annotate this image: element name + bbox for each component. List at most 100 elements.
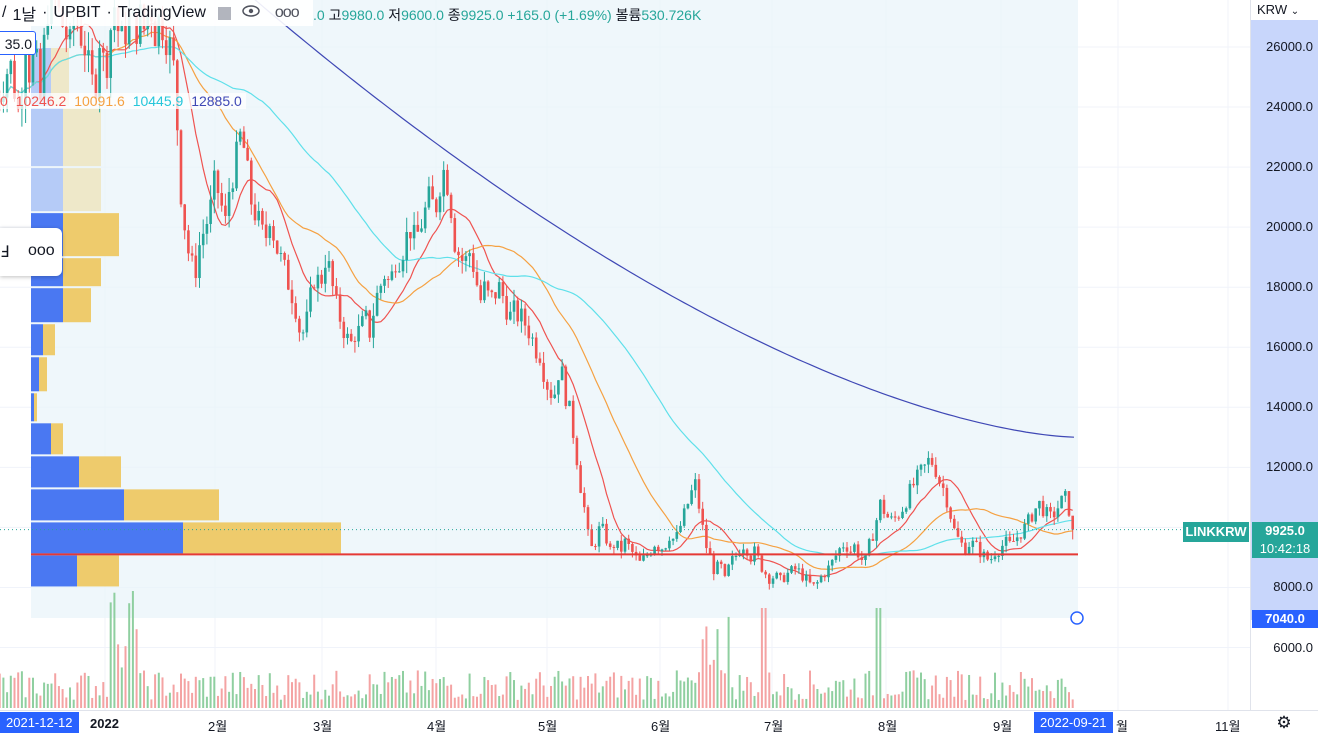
candle-body bbox=[464, 256, 468, 261]
volume-bar bbox=[117, 644, 120, 708]
volume-bar bbox=[760, 608, 763, 708]
candle-body bbox=[671, 538, 675, 541]
volume-bar bbox=[757, 692, 760, 708]
volume-bar bbox=[353, 694, 356, 708]
moving-average-line bbox=[254, 0, 1075, 438]
volume-bar bbox=[339, 691, 342, 708]
volume-bar bbox=[283, 694, 286, 708]
profile-bar bbox=[43, 324, 55, 356]
candle-body bbox=[275, 240, 279, 254]
candle-body bbox=[205, 224, 209, 234]
volume-bar bbox=[146, 686, 149, 708]
candle-body bbox=[627, 538, 630, 544]
candle-body bbox=[227, 192, 231, 216]
volume-bar bbox=[738, 675, 741, 708]
currency-selector[interactable]: KRW ⌄ bbox=[1257, 2, 1300, 17]
candle-body bbox=[35, 48, 38, 53]
candle-body bbox=[897, 517, 901, 519]
time-axis[interactable]: 2021-12-12 2022 2월 3월 4월 5월 6월 7월 8월 9월 … bbox=[0, 710, 1250, 734]
candle-body bbox=[483, 281, 486, 301]
candle-body bbox=[927, 457, 930, 465]
indicator-price-tag[interactable]: 35.0 bbox=[0, 31, 36, 55]
candle-body bbox=[268, 226, 272, 239]
candle-body bbox=[875, 520, 878, 541]
volume-bar bbox=[520, 685, 523, 708]
volume-bar bbox=[472, 696, 475, 708]
volume-bar bbox=[753, 695, 756, 708]
volume-bar bbox=[794, 699, 797, 708]
volume-bar bbox=[376, 684, 379, 708]
candle-body bbox=[583, 492, 586, 508]
volume-bar bbox=[390, 677, 393, 708]
candle-body bbox=[975, 540, 978, 542]
volume-bar bbox=[857, 697, 860, 708]
volume-bar bbox=[842, 680, 845, 708]
price-chart[interactable] bbox=[0, 0, 1250, 710]
volume-bar bbox=[775, 691, 778, 708]
more-icon[interactable]: ooo bbox=[28, 242, 55, 259]
volume-bar bbox=[1049, 691, 1052, 708]
candle-body bbox=[409, 232, 412, 239]
candle-body bbox=[161, 15, 164, 41]
chart-pane[interactable]: / 1날 · UPBIT · TradingView ooo .0 고9980.… bbox=[0, 0, 1250, 710]
volume-bar bbox=[131, 591, 134, 708]
gear-icon[interactable]: ⚙ bbox=[1250, 710, 1318, 734]
volume-bar bbox=[368, 674, 371, 708]
volume-bar bbox=[920, 672, 922, 708]
candle-body bbox=[1049, 507, 1052, 512]
floating-toolbar[interactable]: Ⅎ ooo bbox=[0, 228, 62, 276]
volume-bar bbox=[416, 670, 419, 708]
price-axis[interactable]: 26000.0 24000.0 22000.0 20000.0 18000.0 16000… bbox=[1250, 0, 1318, 710]
volume-bar bbox=[601, 686, 604, 708]
flag-icon[interactable] bbox=[217, 6, 231, 20]
volume-bar bbox=[172, 684, 175, 708]
profile-bar bbox=[183, 522, 341, 554]
volume-bar bbox=[864, 673, 867, 708]
candle-body bbox=[864, 555, 867, 560]
candle-body bbox=[997, 555, 1000, 557]
candle-body bbox=[904, 508, 908, 512]
more-icon[interactable]: ooo bbox=[274, 4, 300, 21]
profile-bar bbox=[31, 288, 63, 323]
volume-bar bbox=[50, 683, 53, 708]
profile-bar bbox=[34, 393, 37, 422]
candle-body bbox=[867, 539, 871, 556]
volume-bar bbox=[431, 678, 434, 708]
volume-bar bbox=[398, 675, 401, 708]
candle-body bbox=[42, 34, 46, 100]
candle-body bbox=[194, 255, 198, 279]
candle-body bbox=[83, 45, 87, 56]
candle-body bbox=[472, 253, 475, 272]
volume-bar bbox=[631, 677, 634, 708]
volume-bar bbox=[35, 693, 38, 708]
candle-body bbox=[612, 546, 616, 548]
volume-bar bbox=[328, 695, 330, 708]
candle-body bbox=[960, 536, 963, 543]
candle-body bbox=[531, 337, 534, 339]
volume-bar bbox=[823, 692, 826, 708]
volume-bar bbox=[953, 696, 956, 708]
volume-bar bbox=[394, 678, 397, 708]
candle-body bbox=[157, 15, 161, 47]
candle-body bbox=[1004, 536, 1008, 546]
volume-bar bbox=[13, 677, 16, 708]
volume-bar bbox=[1016, 694, 1019, 708]
interval-label[interactable]: 1날 bbox=[12, 7, 37, 24]
volume-bar bbox=[505, 676, 508, 708]
volume-bar bbox=[812, 684, 815, 708]
volume-bar bbox=[871, 695, 874, 708]
volume-bar bbox=[268, 673, 271, 708]
candle-body bbox=[238, 131, 242, 142]
volume-bar bbox=[701, 639, 704, 708]
candle-body bbox=[816, 582, 819, 584]
alert-marker[interactable] bbox=[1070, 611, 1084, 625]
candle-body bbox=[856, 544, 860, 558]
volume-bar bbox=[735, 699, 737, 708]
candle-body bbox=[845, 547, 849, 552]
volume-bar bbox=[191, 692, 194, 708]
candle-body bbox=[1023, 523, 1026, 539]
volume-bar bbox=[535, 678, 538, 708]
eye-icon[interactable] bbox=[241, 4, 261, 23]
bar-countdown: 10:42:18 bbox=[1259, 541, 1311, 556]
drawing-tool-icon[interactable]: Ⅎ bbox=[0, 244, 10, 261]
